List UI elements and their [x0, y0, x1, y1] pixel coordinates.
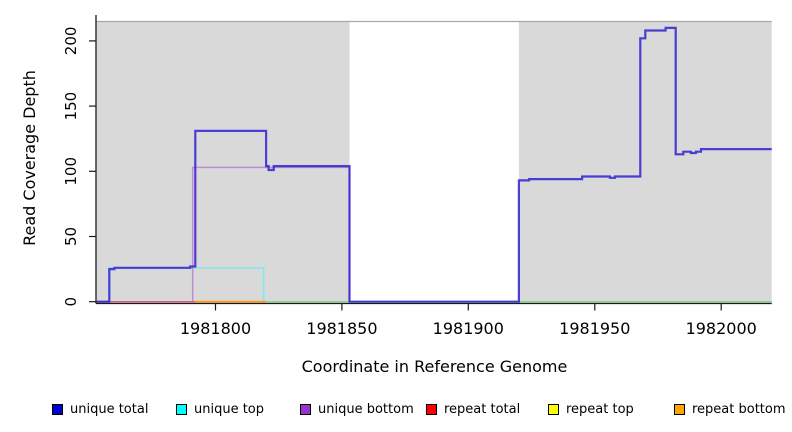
x-tick-label: 1981900: [433, 319, 504, 338]
y-tick-label: 200: [62, 27, 80, 56]
legend-swatch-icon: [52, 403, 63, 415]
y-axis-title: Read Coverage Depth: [20, 70, 39, 246]
legend-label: unique bottom: [318, 401, 414, 417]
y-tick-label: 150: [62, 92, 80, 121]
legend-entry-unique-total: unique total: [52, 400, 148, 418]
legend-entry-unique-top: unique top: [176, 400, 264, 418]
x-tick-label: 1981850: [306, 319, 377, 338]
legend-label: repeat top: [566, 401, 634, 417]
x-tick-label: 1981950: [559, 319, 630, 338]
legend-label: repeat total: [444, 401, 521, 417]
legend: unique total unique top unique bottom repea…: [0, 400, 792, 420]
legend-label: unique top: [194, 401, 265, 417]
x-axis-title: Coordinate in Reference Genome: [301, 357, 568, 376]
legend-swatch-icon: [176, 403, 187, 415]
y-tick-label: 0: [62, 297, 80, 307]
y-tick-label: 100: [62, 157, 80, 186]
legend-entry-repeat-bottom: repeat bottom: [674, 400, 786, 418]
legend-entry-repeat-total: repeat total: [426, 400, 520, 418]
legend-label: repeat bottom: [692, 401, 786, 417]
legend-swatch-icon: [548, 403, 559, 415]
legend-entry-repeat-top: repeat top: [548, 400, 634, 418]
legend-label: unique total: [70, 401, 149, 417]
x-tick-label: 1982000: [686, 319, 757, 338]
shaded-region-left: [96, 21, 350, 304]
series-path-unique-total: [96, 26, 772, 303]
legend-entry-unique-bottom: unique bottom: [300, 400, 414, 418]
x-tick-label: 1981800: [180, 319, 251, 338]
shaded-region-right: [518, 21, 772, 304]
legend-swatch-icon: [674, 403, 685, 415]
legend-swatch-icon: [300, 403, 311, 415]
y-tick-label: 50: [62, 227, 80, 246]
legend-swatch-icon: [426, 403, 437, 415]
